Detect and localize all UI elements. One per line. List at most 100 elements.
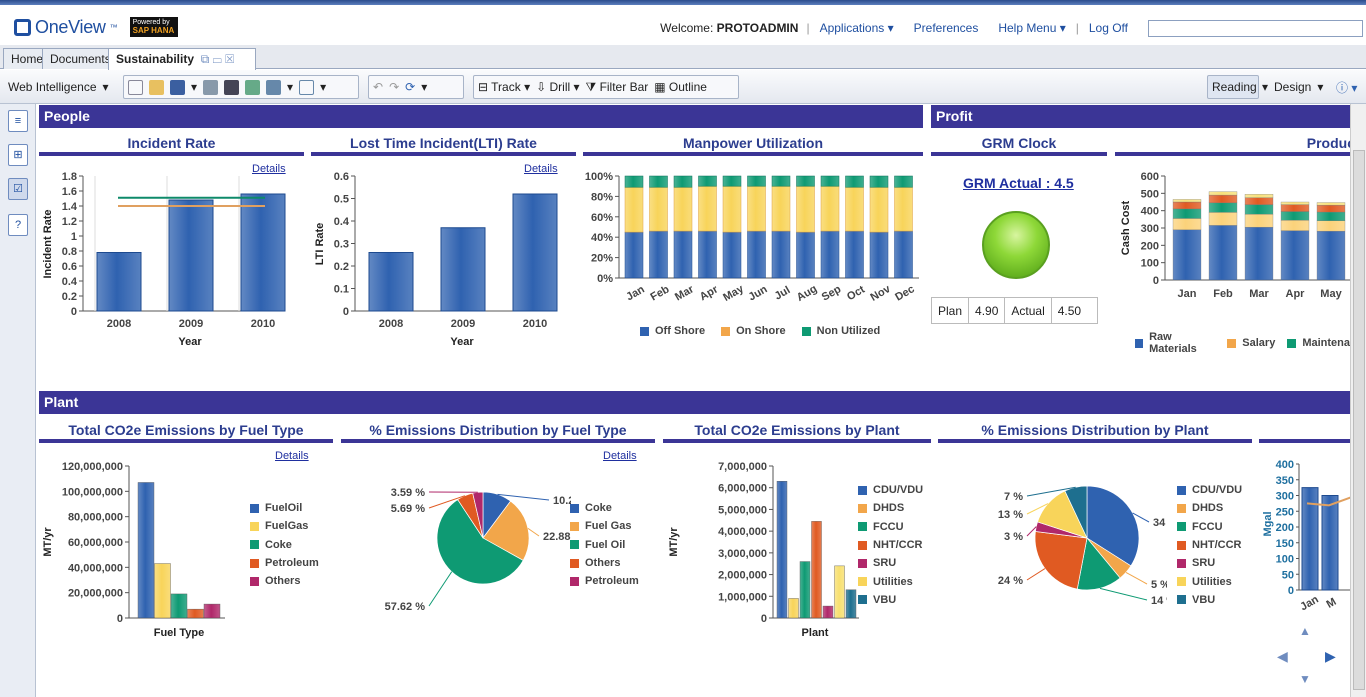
production-bar-maintenance	[1280, 211, 1310, 221]
production-bar-other	[1316, 204, 1346, 213]
redo-icon[interactable]: ↷	[389, 80, 400, 94]
dist-plant-label: 14 %	[1151, 595, 1167, 607]
legend-item: Petroleum	[250, 554, 319, 572]
legend-swatch	[1177, 577, 1186, 587]
water-usage-chart: 0 50 100 150 200 250 300 350 400 Jan M Mgal	[1262, 459, 1350, 613]
tab-documents[interactable]: Documents	[42, 48, 119, 69]
left-sidebar: ≡ ⊞ ☑ ?	[0, 104, 36, 697]
legend-swatch	[570, 558, 579, 568]
print-icon[interactable]	[203, 79, 219, 95]
dist-plant-label: 13 %	[998, 509, 1023, 521]
web-intelligence-menu[interactable]: Web Intelligence ▾	[8, 80, 109, 94]
reading-dropdown-icon[interactable]: ▾	[1262, 80, 1269, 94]
new-document-icon[interactable]	[128, 79, 143, 95]
legend-item: Utilities	[858, 572, 923, 590]
production-bar-other	[1208, 194, 1238, 204]
welcome-label: Welcome:	[660, 21, 714, 35]
legend-label: FCCU	[873, 520, 904, 533]
applications-menu[interactable]: Applications ▾	[819, 21, 894, 35]
open-folder-icon[interactable]	[149, 79, 164, 95]
manpower-bar-nonutilized	[624, 175, 644, 188]
co2-plant-y-tick-label: 2,000,000	[718, 570, 767, 582]
legend-swatch	[250, 558, 259, 568]
undo-refresh-tools: ↶ ↷ ⟳ ▾	[368, 75, 464, 99]
find-icon[interactable]	[224, 79, 240, 95]
navigation-map-icon[interactable]: ⊞	[8, 144, 28, 166]
log-off-link[interactable]: Log Off	[1088, 21, 1128, 35]
track-button[interactable]: ⊟ Track ▾	[478, 80, 531, 94]
search-input[interactable]	[1148, 19, 1363, 37]
production-y-tick-label: 200	[1141, 240, 1159, 252]
incident-details-link[interactable]: Details	[252, 163, 286, 175]
co2-fuel-bar	[154, 563, 171, 619]
production-x-label: Feb	[1213, 288, 1233, 300]
scroll-right-arrow-icon[interactable]: ▶	[1325, 648, 1336, 664]
grm-actual-link[interactable]: GRM Actual : 4.5	[963, 175, 1074, 191]
production-bar-salary	[1280, 220, 1310, 231]
scroll-left-arrow-icon[interactable]: ◀	[1277, 648, 1288, 664]
chart-title-dist-plant: % Emissions Distribution by Plant	[938, 421, 1252, 443]
legend-label: Petroleum	[265, 557, 319, 570]
email-icon[interactable]	[299, 79, 315, 95]
legend-label: SRU	[873, 557, 897, 570]
undo-icon[interactable]: ↶	[373, 80, 384, 94]
manpower-bar-nonutilized	[673, 175, 693, 188]
lti-y-tick-label: 0	[343, 306, 349, 318]
reading-mode-button[interactable]: Reading	[1207, 75, 1259, 99]
co2-fuel-details-link[interactable]: Details	[275, 450, 309, 462]
legend-item: FuelGas	[250, 517, 319, 535]
manpower-bar-nonutilized	[820, 175, 840, 187]
lti-y-tick-label: 0.6	[334, 171, 349, 183]
chart-title-co2-fuel: Total CO2e Emissions by Fuel Type	[39, 421, 333, 443]
scrollbar-thumb[interactable]	[1353, 150, 1365, 690]
history-icon[interactable]	[245, 79, 261, 95]
water-trend-line	[1306, 496, 1350, 507]
help-menu[interactable]: Help Menu ▾	[998, 21, 1066, 35]
production-y-tick-label: 0	[1153, 275, 1159, 287]
manpower-bar-offshore	[698, 230, 717, 279]
dist-plant-pie: 34 % 5 % 14 % 24 % 3 % 13 % 7 %	[998, 485, 1167, 607]
tab-sustainability[interactable]: Sustainability ⧉ ▭ ☒	[108, 48, 256, 70]
outline-button[interactable]: ▦ Outline	[654, 80, 707, 94]
export-icon[interactable]	[266, 79, 282, 95]
legend-item: DHDS	[1177, 499, 1242, 517]
preferences-link[interactable]: Preferences	[913, 21, 979, 35]
production-bar-top	[1316, 202, 1346, 206]
available-objects-icon[interactable]: ?	[8, 214, 28, 236]
dist-plant-leader	[1026, 568, 1046, 581]
chart-title-grm: GRM Clock	[931, 134, 1107, 156]
water-x-label: M	[1325, 596, 1339, 611]
document-summary-icon[interactable]: ≡	[8, 110, 28, 132]
legend-swatch	[1177, 540, 1186, 550]
dist-fuel-details-link[interactable]: Details	[603, 450, 637, 462]
refresh-icon[interactable]: ⟳	[405, 80, 416, 94]
legend-label: FuelGas	[265, 520, 309, 533]
legend-item: Raw Materials	[1135, 331, 1215, 355]
oneview-logo: OneView ™ Powered by SAP HANA	[14, 13, 178, 41]
drill-button[interactable]: ⇩ Drill ▾	[536, 80, 580, 94]
manpower-x-label: Nov	[869, 283, 894, 304]
lti-details-link[interactable]: Details	[524, 163, 558, 175]
co2-plant-y-tick-label: 1,000,000	[718, 591, 767, 603]
lti-y-tick-label: 0.2	[334, 261, 349, 273]
dist-plant-slice	[1034, 531, 1088, 590]
vertical-scrollbar[interactable]	[1350, 104, 1366, 697]
dist-fuel-slice	[482, 500, 530, 561]
lti-rate-chart: 0 0.1 0.2 0.3 0.4 0.5 0.6 2008 2009 2010 Year LTI R…	[314, 171, 558, 348]
legend-swatch	[858, 522, 867, 532]
filter-bar-button[interactable]: ⧩ Filter Bar	[585, 79, 649, 94]
design-mode-button[interactable]: Design ▾	[1274, 80, 1324, 94]
production-y-tick-label: 400	[1141, 206, 1159, 218]
incident-y-tick-label: 1.2	[62, 216, 77, 228]
dist-plant-label: 34 %	[1153, 517, 1167, 529]
water-tick-label: 300	[1276, 491, 1294, 503]
manpower-bar-onshore	[869, 186, 889, 233]
dist-fuel-leader	[497, 493, 550, 501]
input-controls-icon[interactable]: ☑	[8, 178, 28, 200]
scroll-up-arrow-icon[interactable]: ▲	[1299, 624, 1311, 638]
co2-plant-bar	[799, 561, 811, 619]
save-icon[interactable]	[170, 79, 185, 95]
help-icon[interactable]: ⓘ ▾	[1336, 81, 1358, 95]
tab-home[interactable]: Home	[3, 48, 52, 69]
scroll-down-arrow-icon[interactable]: ▼	[1299, 672, 1311, 686]
